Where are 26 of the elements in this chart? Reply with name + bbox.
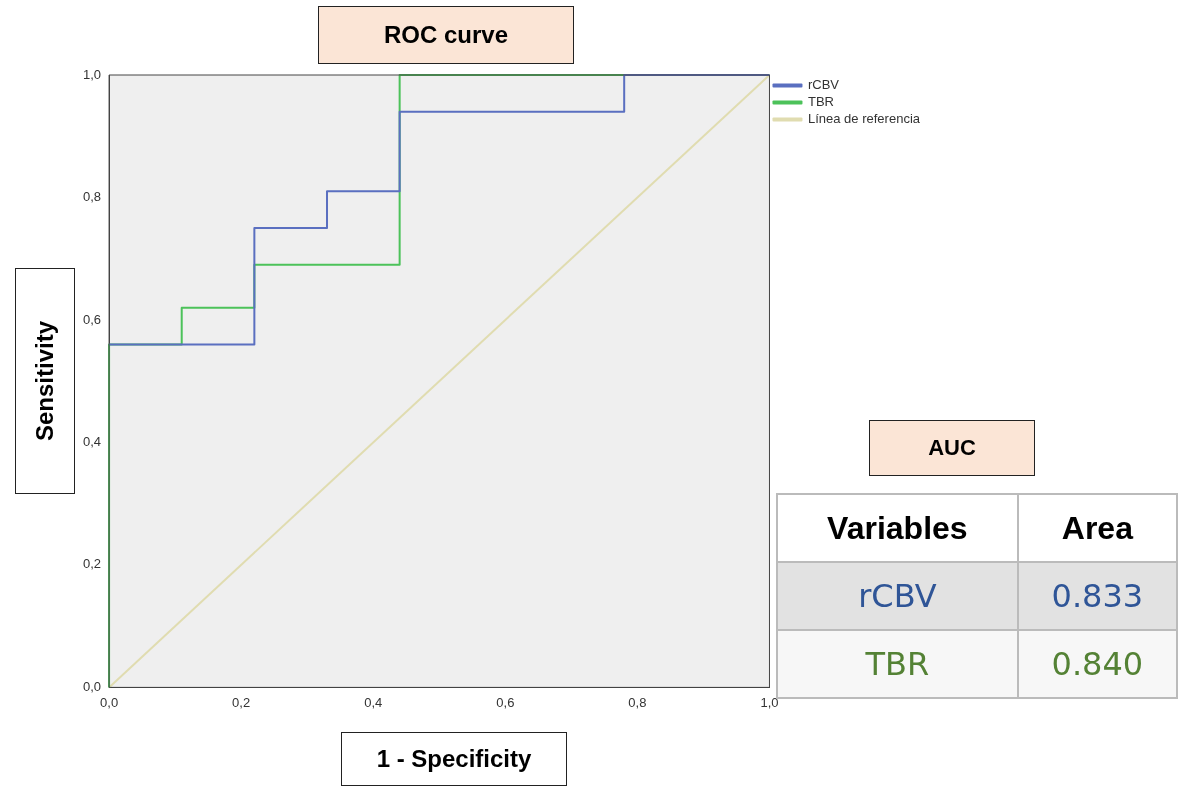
y-tick-label: 0,0 <box>82 678 102 694</box>
x-tick-label: 0,6 <box>496 694 515 710</box>
text: Variables <box>777 494 1018 562</box>
y-tick-label: 0,8 <box>82 189 102 205</box>
text: 0.840 <box>1051 645 1144 683</box>
legend-label: Línea de referencia <box>807 111 921 127</box>
category-label: TBR <box>865 645 930 683</box>
y-axis-title: Sensitivity <box>31 320 59 442</box>
title-box: ROC curve <box>318 6 574 64</box>
category-label: rCBV <box>858 577 937 615</box>
text: 0.833 <box>1051 577 1144 615</box>
y-tick-label: 0,2 <box>82 556 102 572</box>
x-tick-label: 0,0 <box>100 694 119 710</box>
y-tick-label: 0,6 <box>82 311 102 327</box>
x-tick-label: 0,2 <box>232 694 251 710</box>
legend-label: TBR <box>807 94 834 110</box>
y-tick-label: 1,0 <box>82 66 102 82</box>
chart-title: ROC curve <box>383 21 509 49</box>
x-tick-label: 1,0 <box>760 694 779 710</box>
legend-label: rCBV <box>807 77 840 93</box>
x-tick-label: 0,4 <box>364 694 383 710</box>
title-box: AUC <box>869 420 1035 476</box>
x-tick-label: 0,8 <box>628 694 647 710</box>
text: Area <box>1017 494 1177 562</box>
x-axis-title: 1 - Specificity <box>341 732 567 786</box>
y-tick-label: 0,4 <box>82 434 102 450</box>
